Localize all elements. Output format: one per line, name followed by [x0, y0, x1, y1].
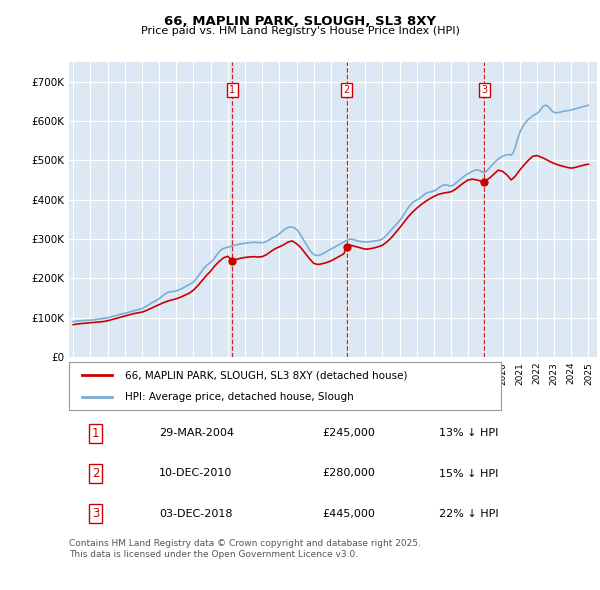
Text: 03-DEC-2018: 03-DEC-2018 [159, 509, 232, 519]
Text: 1: 1 [229, 85, 235, 95]
Text: 15% ↓ HPI: 15% ↓ HPI [439, 468, 498, 478]
Text: 29-MAR-2004: 29-MAR-2004 [159, 428, 234, 438]
Text: 3: 3 [92, 507, 99, 520]
Text: 10-DEC-2010: 10-DEC-2010 [159, 468, 232, 478]
Text: 1: 1 [92, 427, 99, 440]
Text: 2: 2 [92, 467, 99, 480]
Text: Contains HM Land Registry data © Crown copyright and database right 2025.
This d: Contains HM Land Registry data © Crown c… [69, 539, 421, 559]
Text: 66, MAPLIN PARK, SLOUGH, SL3 8XY (detached house): 66, MAPLIN PARK, SLOUGH, SL3 8XY (detach… [125, 370, 407, 380]
Text: £445,000: £445,000 [322, 509, 376, 519]
Text: £280,000: £280,000 [322, 468, 376, 478]
Text: 2: 2 [344, 85, 350, 95]
Text: 3: 3 [481, 85, 487, 95]
Text: 22% ↓ HPI: 22% ↓ HPI [439, 509, 498, 519]
Text: 13% ↓ HPI: 13% ↓ HPI [439, 428, 498, 438]
Text: Price paid vs. HM Land Registry's House Price Index (HPI): Price paid vs. HM Land Registry's House … [140, 26, 460, 36]
Text: £245,000: £245,000 [322, 428, 376, 438]
Text: HPI: Average price, detached house, Slough: HPI: Average price, detached house, Slou… [125, 392, 354, 402]
Text: 66, MAPLIN PARK, SLOUGH, SL3 8XY: 66, MAPLIN PARK, SLOUGH, SL3 8XY [164, 15, 436, 28]
